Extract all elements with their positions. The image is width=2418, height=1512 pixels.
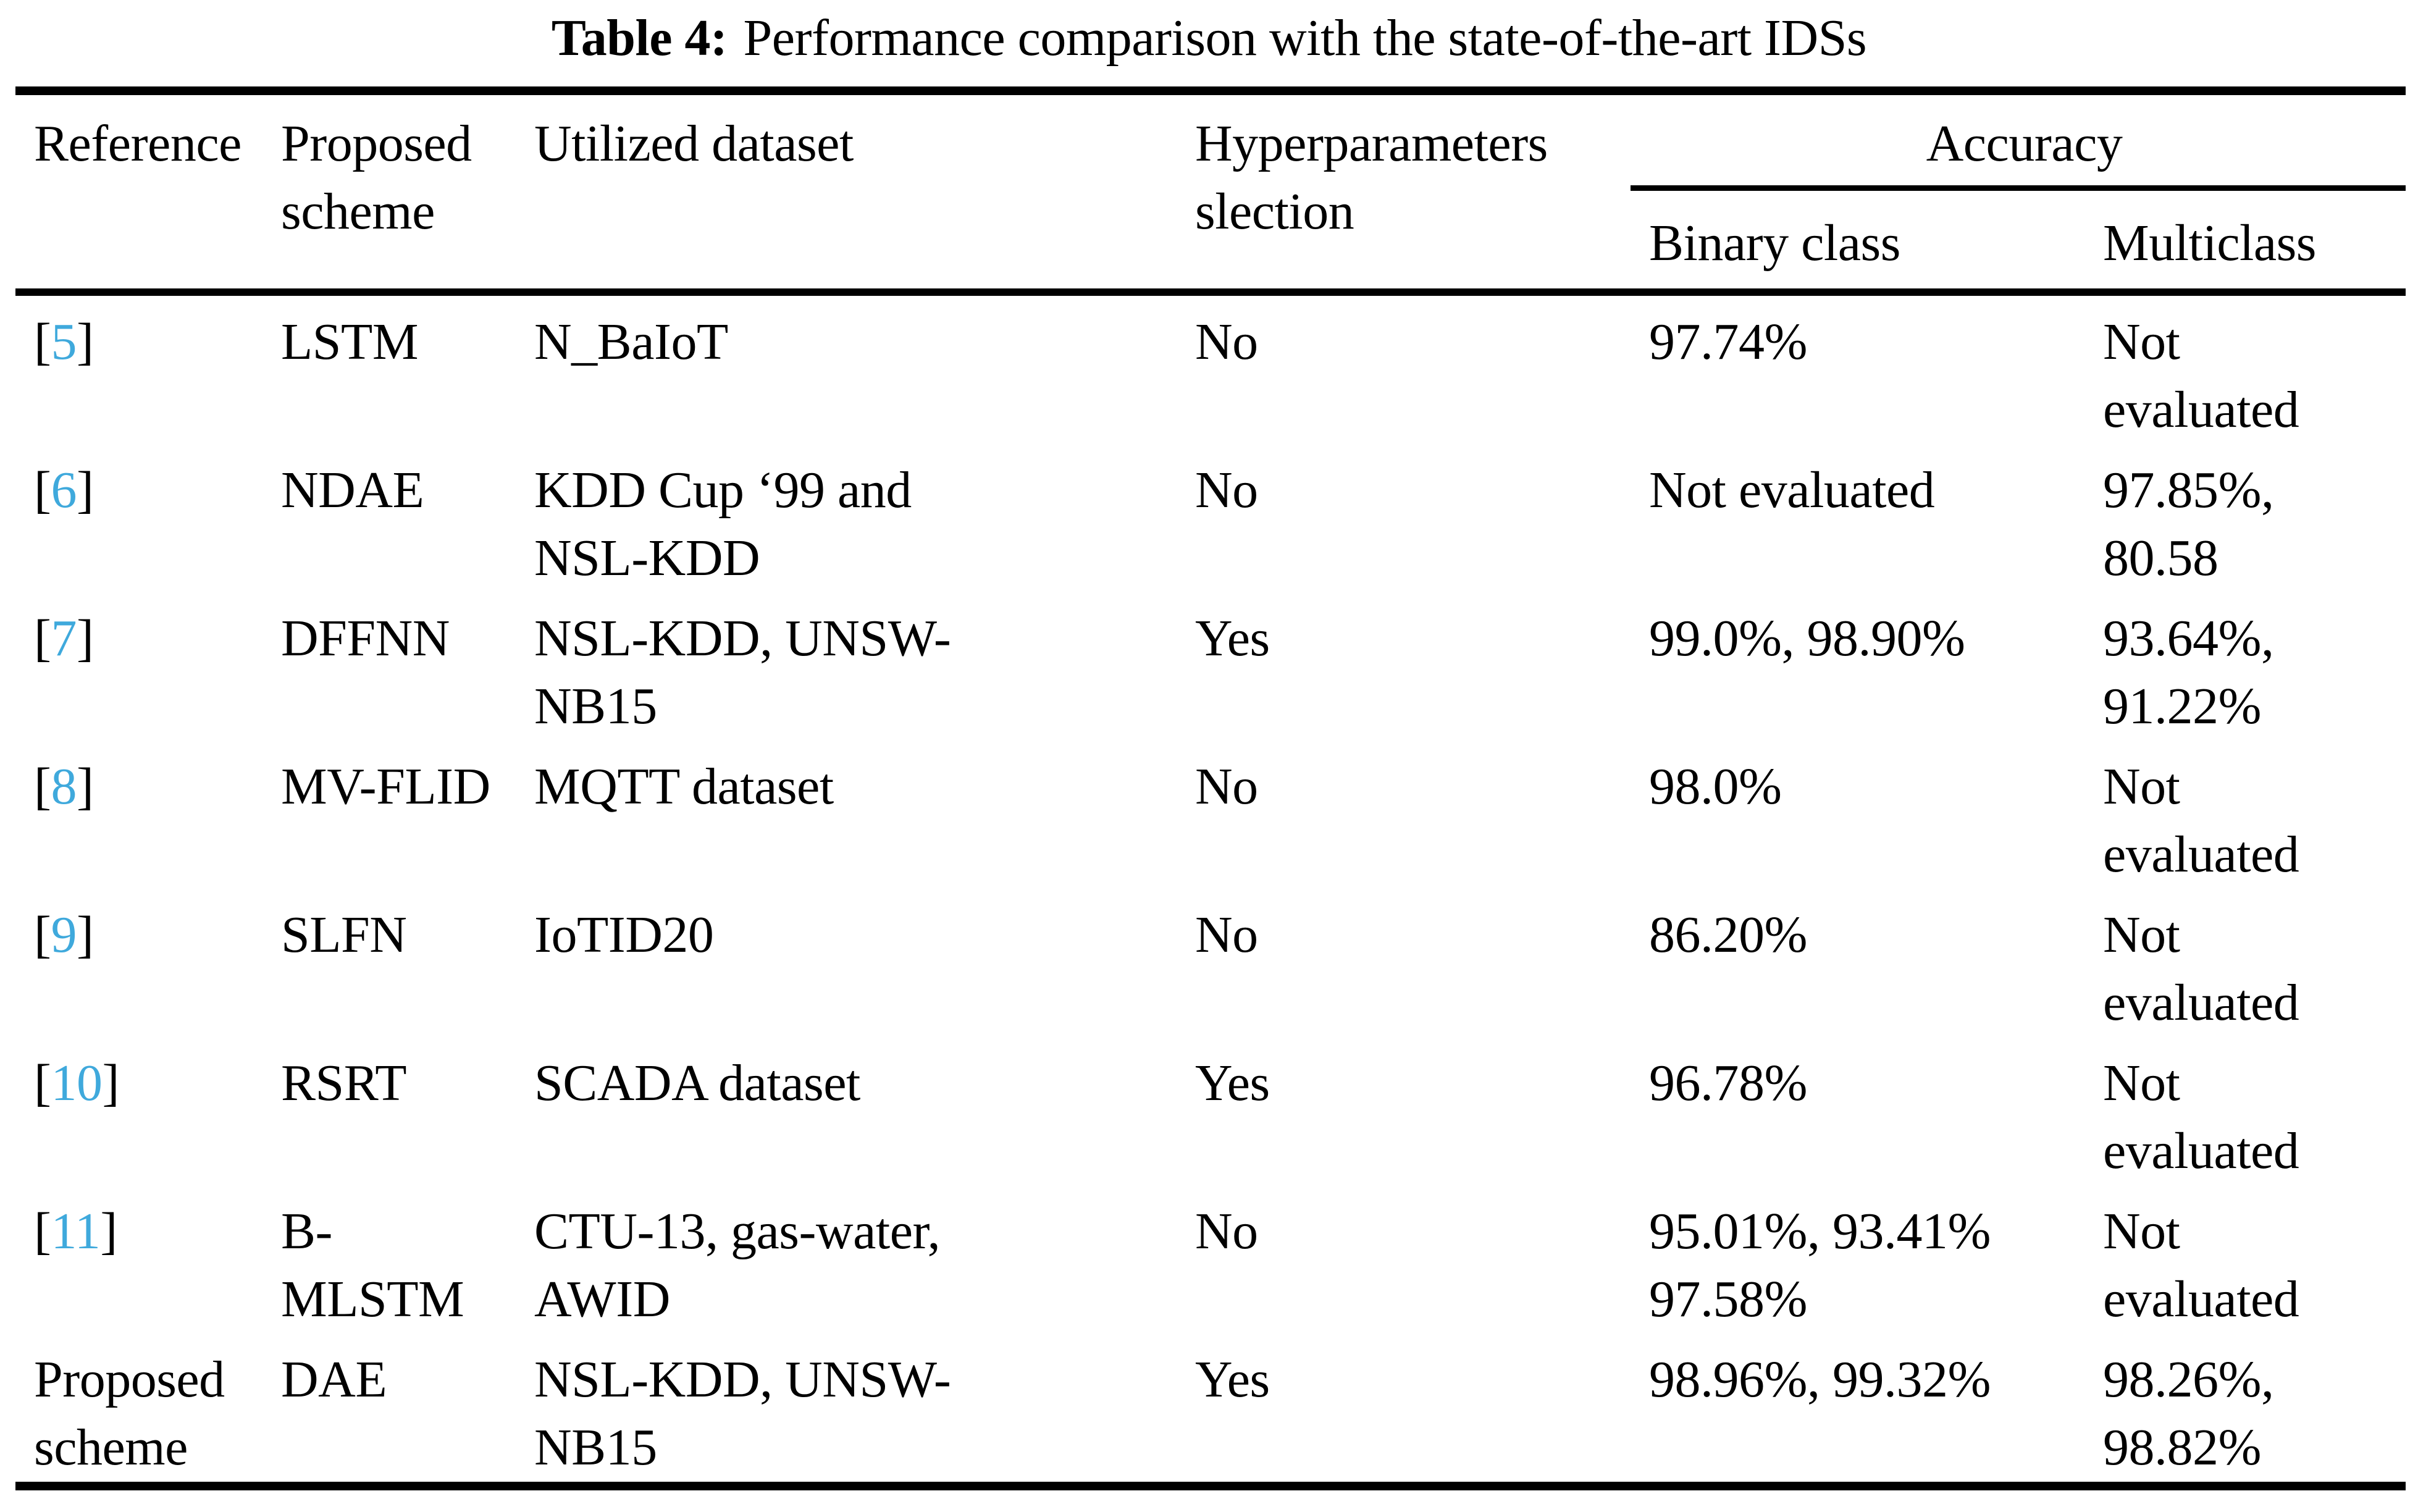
table-caption-label: Table 4: [551,9,728,67]
cell-proposed-scheme: DFFNN [281,610,450,667]
column-header-multiclass: Multiclass [2084,188,2406,296]
cell-utilized-dataset: NSL-KDD, UNSW- NB15 [534,1351,951,1476]
cell-binary-accuracy: 98.0% [1649,758,1782,815]
cell-reference: [11] [15,1185,262,1334]
ref-bracket-open: [ [34,758,51,815]
cell-proposed-scheme: B-MLSTM [281,1203,464,1328]
cell-proposed-scheme: DAE [281,1351,387,1408]
cell-hyperparameters: No [1195,1203,1258,1260]
table-row: [5] LSTM N_BaIoT No 97.74% Not evaluated [15,292,2406,444]
ref-bracket-open: [ [34,461,51,519]
table-body: [5] LSTM N_BaIoT No 97.74% Not evaluated [6] N… [15,292,2406,1486]
cell-binary-accuracy: 95.01%, 93.41% 97.58% [1649,1203,1991,1328]
performance-comparison-table: Reference Proposed scheme Utilized datas… [15,86,2406,1490]
cell-utilized-dataset: KDD Cup ‘99 and NSL-KDD [534,461,912,587]
cell-binary-accuracy: 97.74% [1649,313,1807,371]
cell-multiclass-accuracy: 97.85%, 80.58 [2103,461,2274,587]
cell-utilized-dataset: MQTT dataset [534,758,834,815]
cell-multiclass-accuracy: Not evaluated [2103,1203,2299,1328]
header-row-sub: Binary class Multiclass [15,188,2406,296]
ref-text: Proposed scheme [34,1351,225,1476]
column-header-hyperparameters: Hyperparameters slection [1177,91,1631,296]
cell-binary-accuracy: 99.0%, 98.90% [1649,610,1965,667]
cell-multiclass-accuracy: 98.26%, 98.82% [2103,1351,2274,1476]
ref-bracket-close: ] [76,610,94,667]
table-header: Reference Proposed scheme Utilized datas… [15,91,2406,296]
table-row: [10] RSRT SCADA dataset Yes 96.78% Not evalua… [15,1037,2406,1185]
column-header-binary-class: Binary class [1631,188,2084,296]
cell-binary-accuracy: 96.78% [1649,1054,1807,1112]
cell-reference: [6] [15,444,262,592]
table-caption-text: Performance comparison with the state-of… [743,9,1867,67]
cell-proposed-scheme: NDAE [281,461,424,519]
citation-link[interactable]: 7 [51,610,77,667]
ref-bracket-open: [ [34,1203,51,1260]
cell-hyperparameters: Yes [1195,610,1270,667]
header-row-main: Reference Proposed scheme Utilized datas… [15,91,2406,296]
column-header-accuracy: Accuracy [1631,91,2406,191]
ref-bracket-close: ] [76,906,94,964]
cell-proposed-scheme: RSRT [281,1054,407,1112]
cell-multiclass-accuracy: Not evaluated [2103,906,2299,1031]
citation-link[interactable]: 6 [51,461,77,519]
cell-utilized-dataset: SCADA dataset [534,1054,860,1112]
citation-link[interactable]: 11 [51,1203,101,1260]
table-wrap: Reference Proposed scheme Utilized datas… [15,86,2406,1490]
cell-proposed-scheme: SLFN [281,906,407,964]
cell-reference: [10] [15,1037,262,1185]
cell-proposed-scheme: LSTM [281,313,419,371]
ref-bracket-open: [ [34,1054,51,1112]
cell-multiclass-accuracy: Not evaluated [2103,313,2299,439]
ref-bracket-open: [ [34,313,51,371]
table-row: [7] DFFNN NSL-KDD, UNSW- NB15 Yes 99.0%, 98.… [15,592,2406,741]
table-row: [11] B-MLSTM CTU-13, gas-water, AWID No 95.0… [15,1185,2406,1334]
cell-hyperparameters: Yes [1195,1054,1270,1112]
citation-link[interactable]: 8 [51,758,77,815]
cell-utilized-dataset: NSL-KDD, UNSW- NB15 [534,610,951,735]
column-header-reference: Reference [15,91,262,296]
cell-reference: [9] [15,889,262,1037]
ref-bracket-close: ] [102,1054,119,1112]
cell-reference: [8] [15,741,262,889]
citation-link[interactable]: 9 [51,906,77,964]
ref-bracket-close: ] [76,758,94,815]
cell-utilized-dataset: IoTID20 [534,906,714,964]
column-header-utilized-dataset: Utilized dataset [516,91,1177,296]
ref-bracket-close: ] [76,313,94,371]
citation-link[interactable]: 10 [51,1054,103,1112]
cell-multiclass-accuracy: Not evaluated [2103,758,2299,883]
cell-hyperparameters: No [1195,461,1258,519]
cell-binary-accuracy: 98.96%, 99.32% [1649,1351,1991,1408]
cell-reference: [7] [15,592,262,741]
cell-utilized-dataset: CTU-13, gas-water, AWID [534,1203,941,1328]
cell-hyperparameters: Yes [1195,1351,1270,1408]
cell-reference: Proposed scheme [15,1334,262,1486]
table-row: [6] NDAE KDD Cup ‘99 and NSL-KDD No Not eval… [15,444,2406,592]
table-row: [9] SLFN IoTID20 No 86.20% Not evaluated [15,889,2406,1037]
cell-reference: [5] [15,292,262,444]
cell-binary-accuracy: 86.20% [1649,906,1807,964]
ref-bracket-open: [ [34,906,51,964]
cell-binary-accuracy: Not evaluated [1649,461,1935,519]
cell-multiclass-accuracy: Not evaluated [2103,1054,2299,1180]
table-caption: Table 4: Performance comparison with the … [0,4,2418,73]
ref-bracket-open: [ [34,610,51,667]
cell-hyperparameters: No [1195,758,1258,815]
ref-bracket-close: ] [100,1203,117,1260]
cell-hyperparameters: No [1195,906,1258,964]
table-row: [8] MV-FLID MQTT dataset No 98.0% Not evaluat… [15,741,2406,889]
citation-link[interactable]: 5 [51,313,77,371]
cell-hyperparameters: No [1195,313,1258,371]
table-row: Proposed scheme DAE NSL-KDD, UNSW- NB15 Yes… [15,1334,2406,1486]
cell-utilized-dataset: N_BaIoT [534,313,728,371]
ref-bracket-close: ] [76,461,94,519]
cell-multiclass-accuracy: 93.64%, 91.22% [2103,610,2274,735]
column-header-proposed-scheme: Proposed scheme [262,91,516,296]
cell-proposed-scheme: MV-FLID [281,758,490,815]
